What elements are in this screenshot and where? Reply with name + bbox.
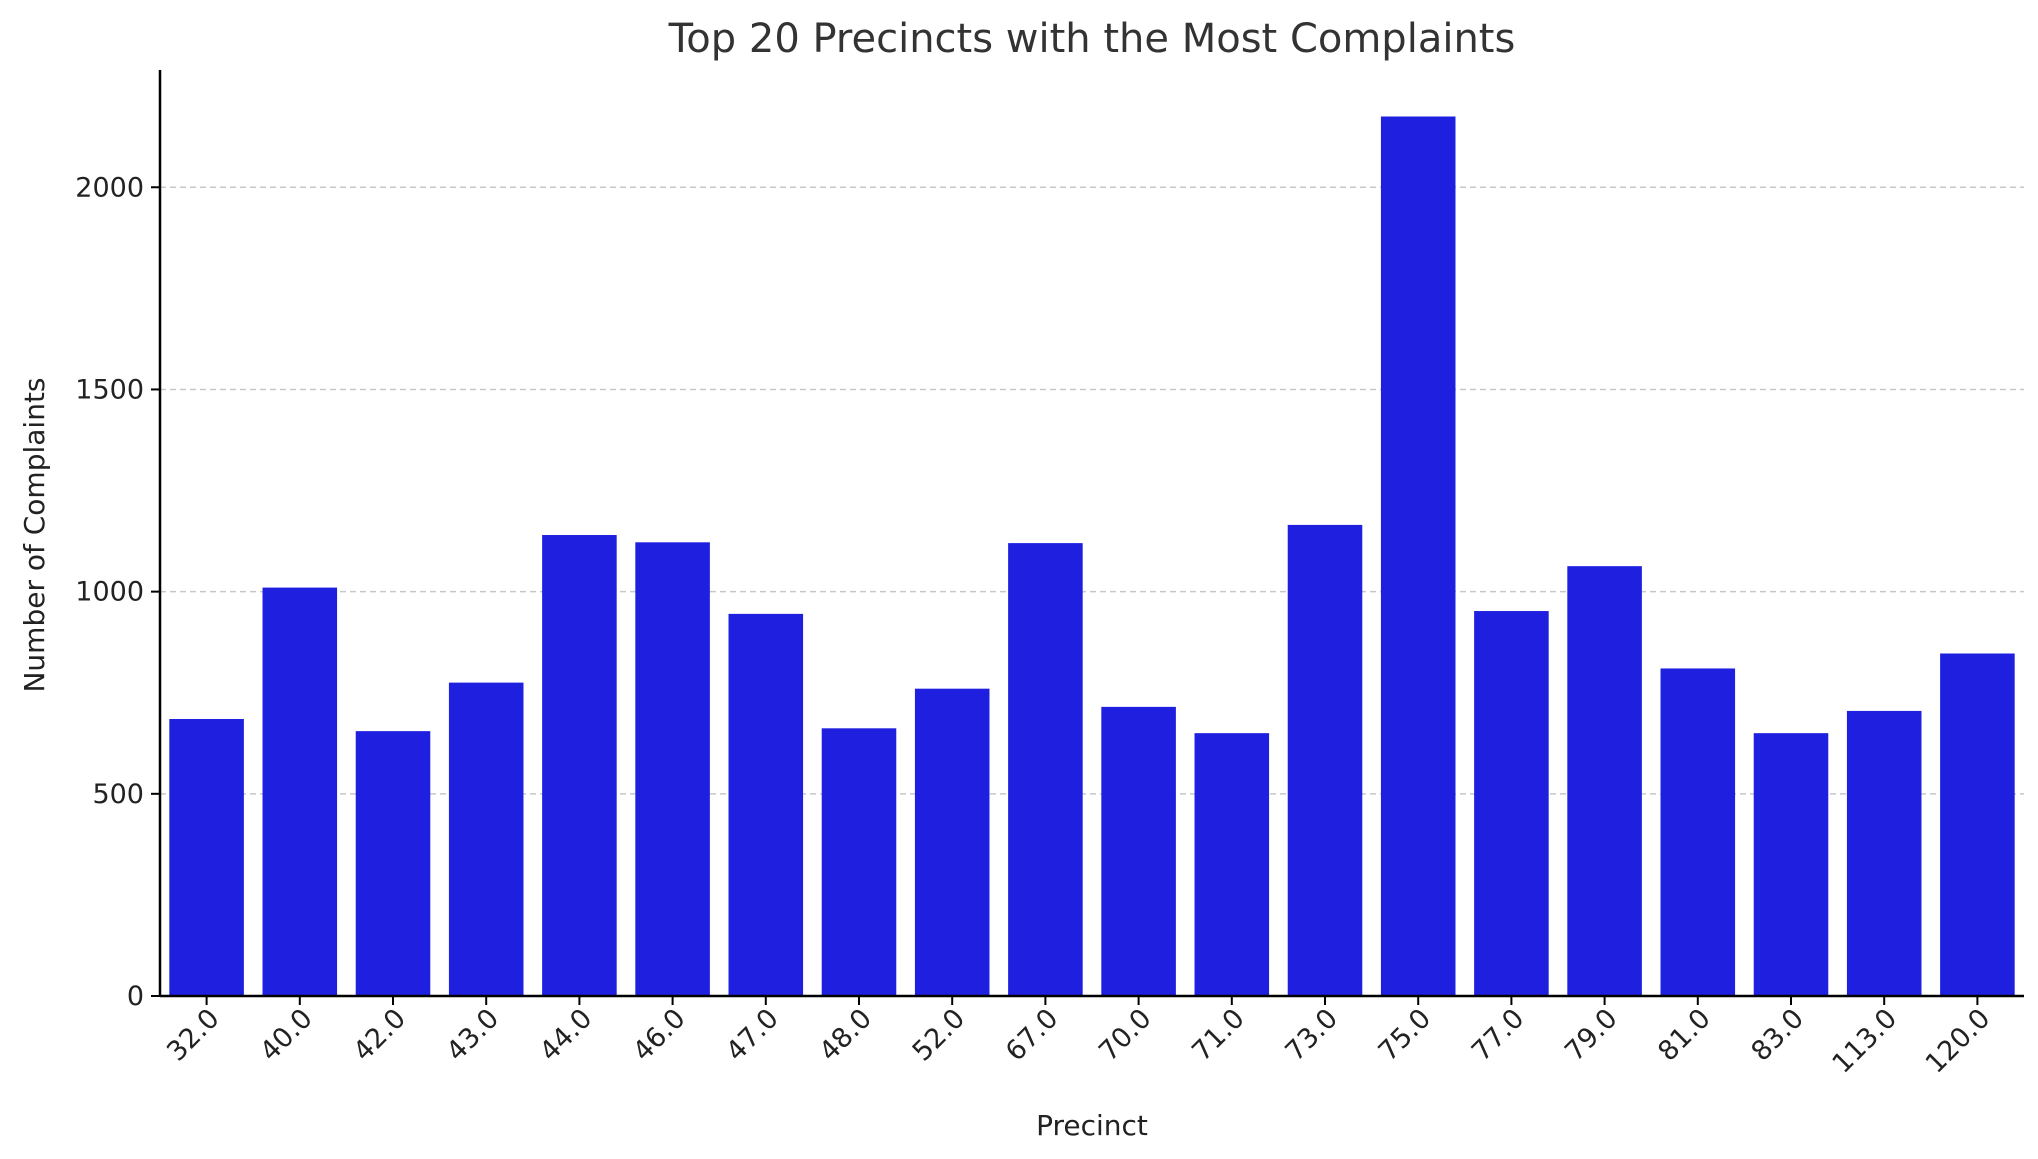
- y-tick-label: 2000: [75, 172, 144, 203]
- bar: [1194, 733, 1270, 996]
- x-tick-label: 43.0: [441, 1003, 505, 1067]
- bar: [542, 535, 617, 996]
- y-tick-label: 0: [127, 981, 144, 1012]
- bar: [448, 682, 524, 996]
- x-tick-label: 48.0: [814, 1003, 878, 1067]
- axes: [158, 70, 2024, 998]
- x-tick-label: 75.0: [1373, 1003, 1437, 1067]
- x-axis-ticks: 32.0 40.0 42.0 43.0 44.0 46.0 47.0 48.0 52.0 67.0…: [161, 996, 1996, 1080]
- bar: [914, 688, 990, 996]
- bar: [1474, 611, 1549, 996]
- y-tick-label: 1500: [75, 374, 144, 405]
- x-tick-label: 73.0: [1280, 1003, 1344, 1067]
- bar: [1287, 524, 1363, 996]
- bar: [355, 731, 431, 996]
- grid-lines: [160, 186, 2024, 795]
- bar: [1008, 543, 1083, 996]
- y-axis-label: Number of Complaints: [18, 377, 51, 692]
- bar: [1101, 706, 1176, 996]
- bar: [1753, 733, 1829, 996]
- x-tick-label: 120.0: [1920, 1003, 1997, 1080]
- bar: [728, 613, 804, 996]
- chart-title: Top 20 Precincts with the Most Complaint…: [668, 16, 1516, 62]
- bar: [1940, 653, 2015, 996]
- bar: [1567, 566, 1642, 996]
- x-tick-label: 70.0: [1093, 1003, 1157, 1067]
- x-tick-label: 83.0: [1746, 1003, 1810, 1067]
- x-tick-label: 113.0: [1827, 1003, 1904, 1080]
- bar: [1846, 710, 1922, 996]
- bars: [169, 116, 2015, 996]
- bar: [1380, 116, 1456, 996]
- bar: [1660, 668, 1736, 996]
- x-tick-label: 81.0: [1652, 1003, 1716, 1067]
- bar: [262, 587, 338, 996]
- x-axis-label: Precinct: [1036, 1109, 1148, 1142]
- x-tick-label: 46.0: [627, 1003, 691, 1067]
- bar: [169, 719, 244, 996]
- y-axis-ticks: 0 500 1000 1500 2000: [75, 172, 160, 1012]
- y-tick-label: 1000: [75, 577, 144, 608]
- x-tick-label: 32.0: [161, 1003, 225, 1067]
- x-tick-label: 79.0: [1559, 1003, 1623, 1067]
- x-tick-label: 52.0: [907, 1003, 971, 1067]
- x-tick-label: 44.0: [534, 1003, 598, 1067]
- y-tick-label: 500: [92, 779, 144, 810]
- x-tick-label: 67.0: [1000, 1003, 1064, 1067]
- x-tick-label: 71.0: [1186, 1003, 1250, 1067]
- bar: [635, 542, 710, 996]
- bar: [821, 728, 897, 996]
- x-tick-label: 47.0: [720, 1003, 784, 1067]
- x-tick-label: 42.0: [348, 1003, 412, 1067]
- x-tick-label: 40.0: [254, 1003, 318, 1067]
- x-tick-label: 77.0: [1466, 1003, 1530, 1067]
